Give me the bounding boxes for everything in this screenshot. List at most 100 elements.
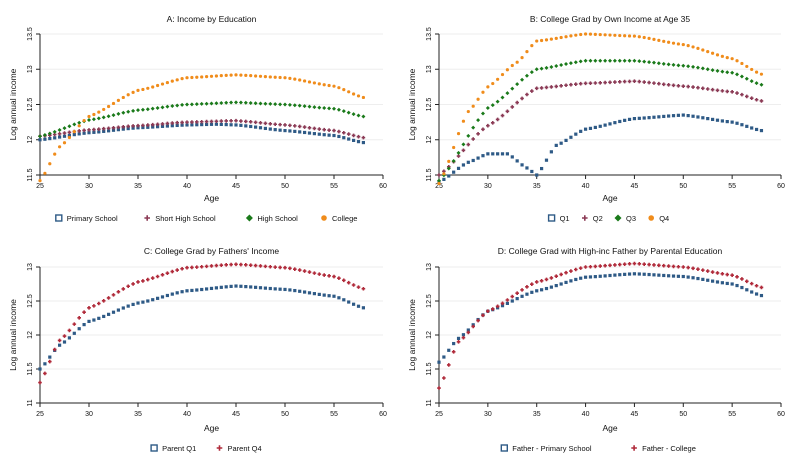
- data-point: [715, 88, 720, 93]
- data-point: [442, 172, 446, 176]
- panel-d-chart: 11 11.5 12 12.5 13 25 30 35 40 45 50 55 60 D: College…: [407, 246, 785, 453]
- data-point: [525, 50, 529, 54]
- data-point: [666, 62, 671, 67]
- data-point: [87, 131, 91, 135]
- panel-b-series-1: [437, 113, 764, 184]
- data-point: [735, 283, 739, 288]
- data-point: [681, 113, 685, 117]
- data-point: [696, 46, 700, 50]
- data-point: [249, 74, 253, 78]
- data-point: [97, 316, 101, 320]
- data-point: [43, 362, 47, 366]
- data-point: [476, 318, 480, 323]
- data-point: [520, 96, 524, 101]
- data-point: [258, 264, 263, 268]
- data-point: [297, 103, 302, 108]
- data-point: [361, 135, 366, 140]
- data-point: [540, 166, 544, 171]
- data-point: [170, 124, 174, 128]
- data-point: [297, 124, 302, 129]
- data-point: [58, 135, 62, 139]
- data-point: [495, 99, 500, 104]
- data-point: [583, 32, 588, 36]
- data-point: [351, 112, 356, 117]
- data-point: [652, 115, 656, 119]
- data-point: [549, 85, 554, 89]
- data-point: [627, 79, 632, 84]
- data-point: [111, 125, 116, 130]
- data-point: [170, 79, 174, 83]
- data-point: [515, 82, 520, 87]
- data-point: [711, 51, 715, 55]
- data-point: [342, 278, 346, 283]
- data-point: [155, 274, 160, 279]
- data-point: [136, 126, 140, 130]
- data-point: [106, 126, 111, 131]
- data-point: [249, 124, 253, 129]
- data-point: [332, 294, 336, 298]
- data-point: [209, 74, 214, 78]
- data-point: [209, 286, 214, 291]
- data-point: [219, 119, 224, 123]
- data-point: [706, 50, 710, 54]
- data-point: [447, 174, 451, 178]
- data-point: [303, 130, 307, 135]
- data-point: [238, 100, 243, 105]
- data-point: [642, 262, 646, 266]
- data-point: [491, 81, 495, 86]
- panel-b-x-tick-label: 50: [679, 183, 687, 190]
- data-point: [583, 127, 588, 131]
- data-point: [195, 288, 199, 292]
- data-point: [361, 306, 365, 310]
- data-point: [111, 101, 116, 106]
- data-point: [165, 121, 170, 126]
- data-point: [554, 283, 558, 288]
- panel-c-x-tick-label: 45: [232, 411, 240, 418]
- data-point: [491, 152, 495, 156]
- data-point: [239, 119, 243, 123]
- data-point: [588, 32, 593, 36]
- data-point: [292, 103, 297, 108]
- data-point: [53, 152, 57, 156]
- data-point: [461, 148, 466, 153]
- data-point: [696, 85, 700, 90]
- data-point: [307, 131, 312, 135]
- data-point: [160, 124, 165, 128]
- data-point: [696, 267, 700, 272]
- data-point: [205, 122, 209, 127]
- panel-c-x-tick-label: 50: [281, 411, 289, 418]
- data-point: [740, 123, 744, 127]
- data-point: [691, 85, 695, 89]
- data-point: [530, 89, 534, 93]
- data-point: [332, 106, 336, 111]
- data-point: [574, 132, 578, 136]
- data-point: [111, 293, 116, 297]
- data-point: [525, 292, 529, 296]
- data-point: [652, 37, 656, 41]
- data-point: [446, 166, 451, 171]
- legend-swatch: [648, 215, 654, 221]
- data-point: [554, 64, 559, 69]
- data-point: [77, 316, 81, 320]
- data-point: [185, 289, 189, 293]
- data-point: [549, 64, 554, 69]
- data-point: [627, 58, 632, 63]
- data-point: [466, 142, 471, 147]
- data-point: [351, 133, 356, 138]
- data-point: [471, 324, 475, 329]
- panel-a-y-label: Log annual income: [8, 68, 18, 140]
- data-point: [67, 135, 71, 140]
- data-point: [38, 380, 42, 385]
- data-point: [725, 56, 729, 60]
- data-point: [529, 70, 534, 75]
- data-point: [715, 280, 720, 284]
- legend-label: Q3: [626, 214, 636, 223]
- data-point: [608, 33, 612, 37]
- data-point: [224, 263, 228, 267]
- data-point: [593, 32, 597, 36]
- data-point: [273, 287, 277, 291]
- data-point: [146, 125, 150, 129]
- panel-b-y-label: Log annual income: [407, 68, 417, 140]
- data-point: [456, 340, 461, 344]
- data-point: [239, 123, 243, 127]
